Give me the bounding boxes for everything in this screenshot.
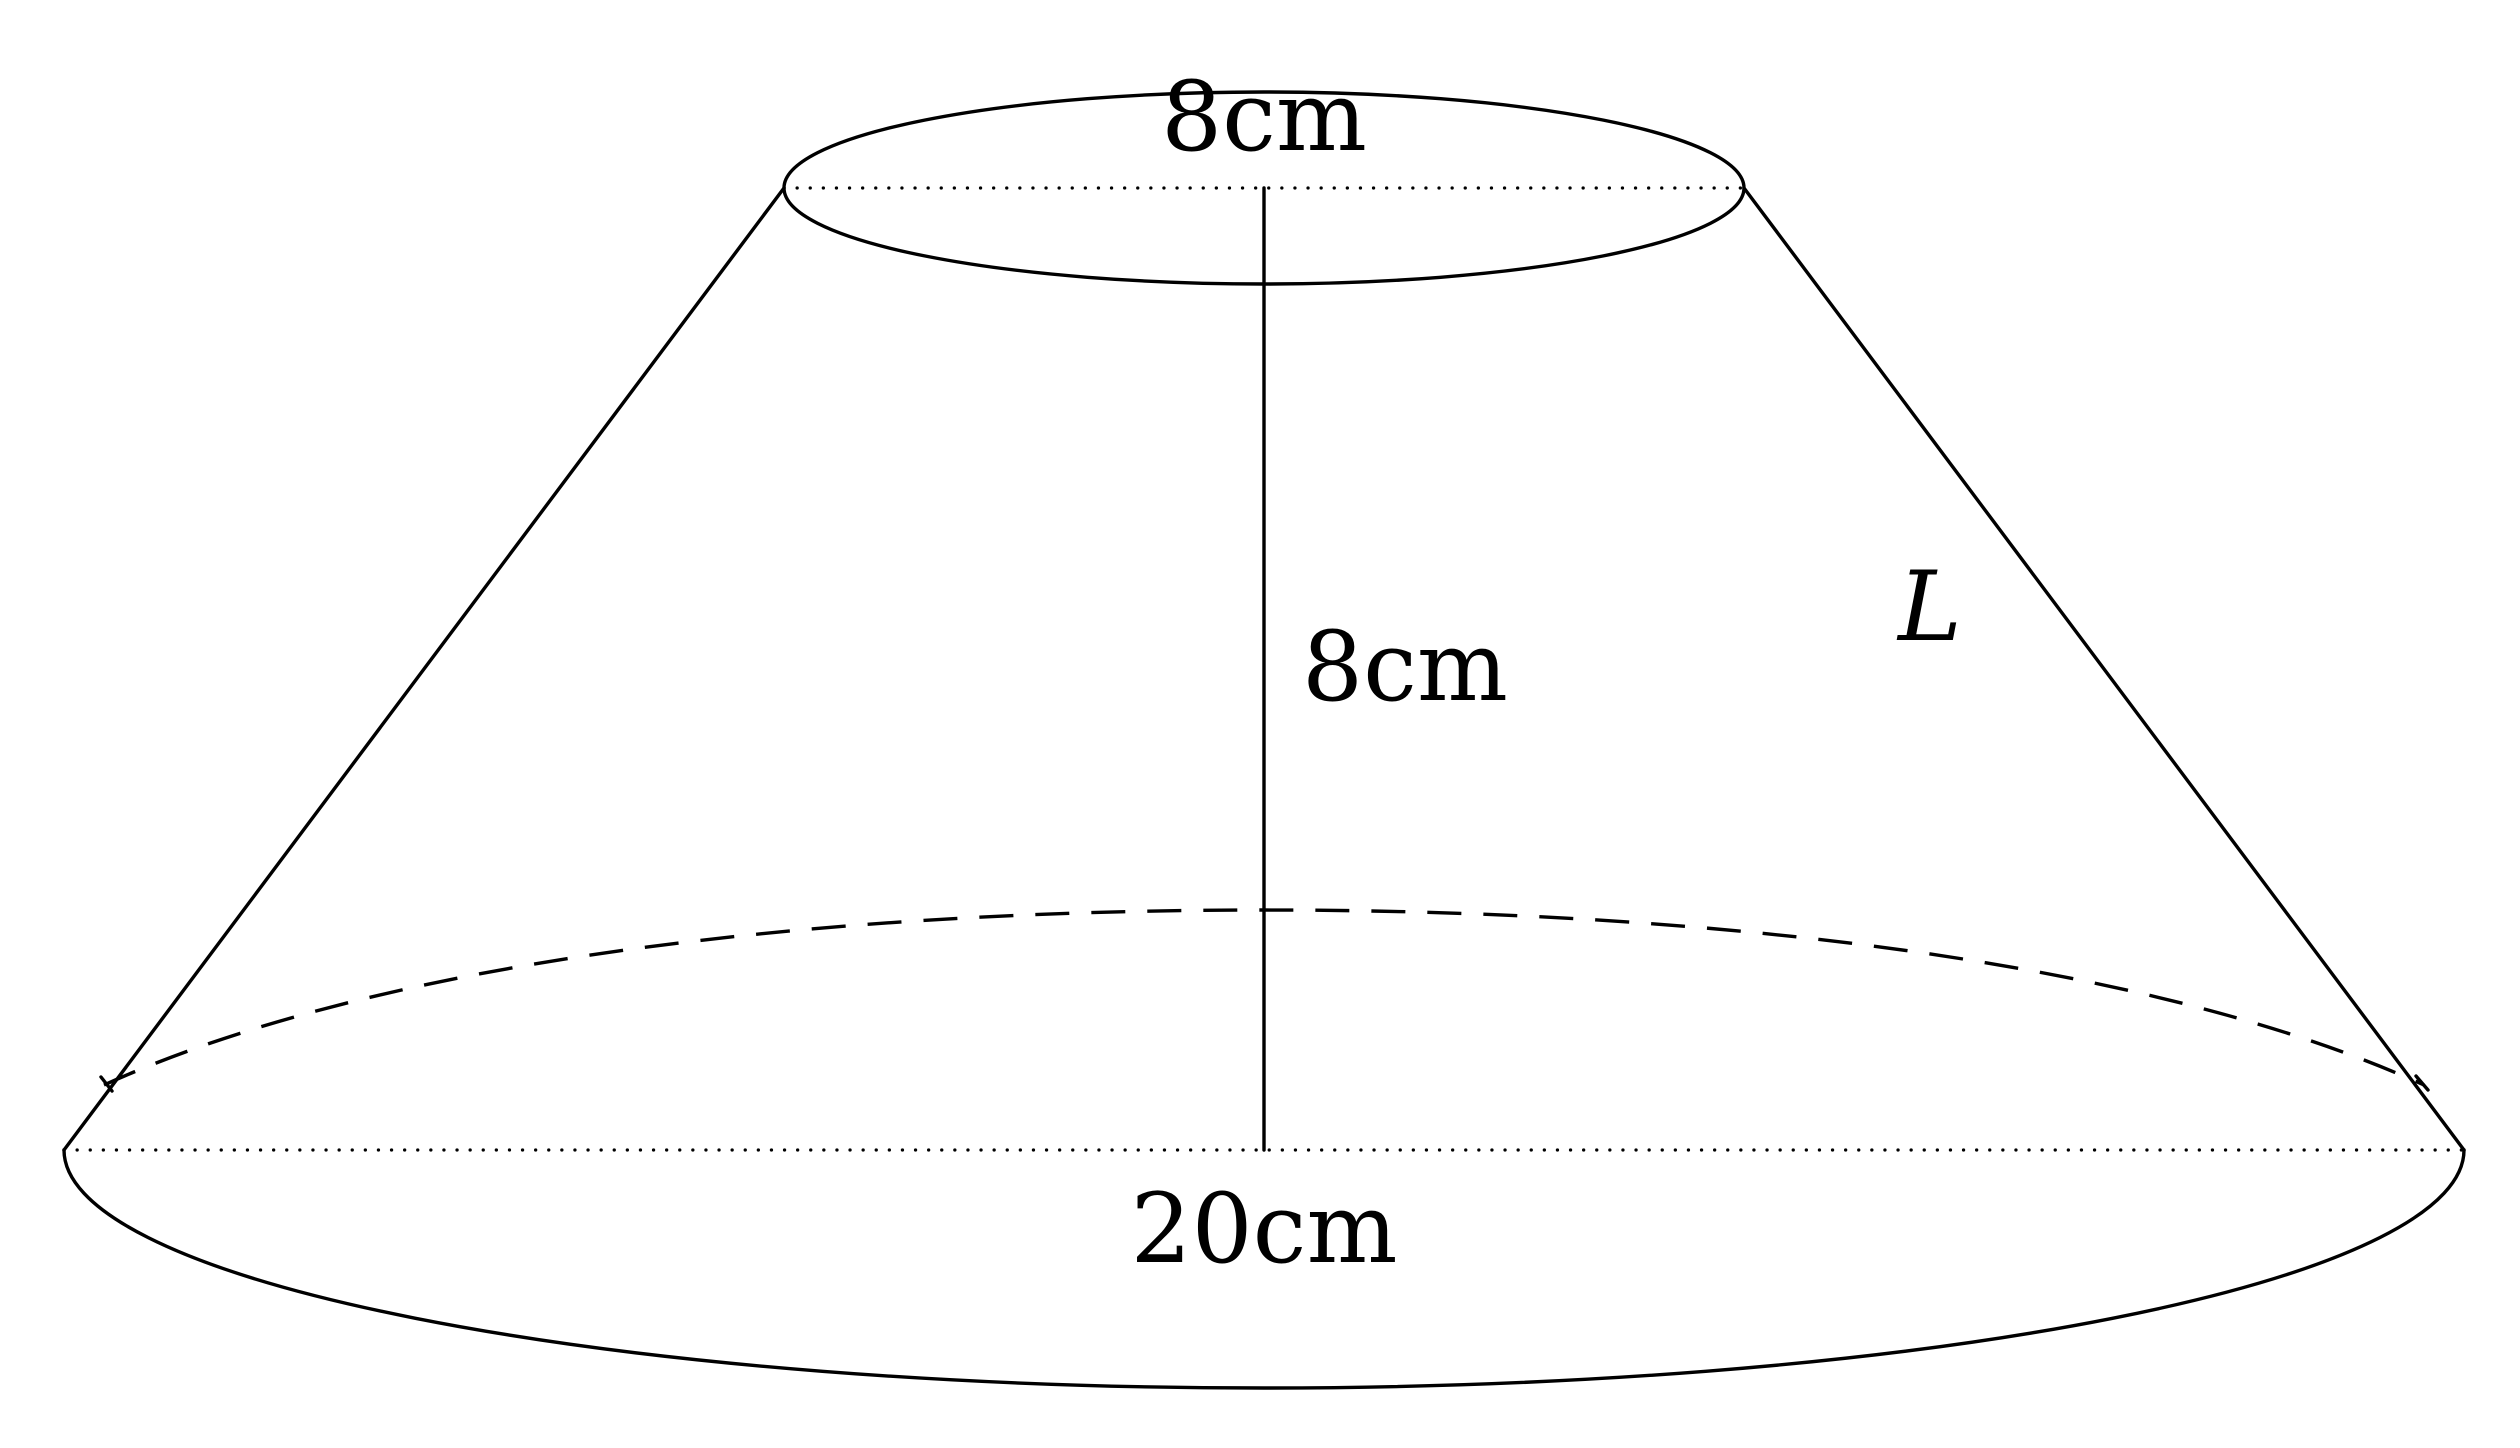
bottom-back-tick-right (2414, 1074, 2430, 1092)
left-slant-edge (62, 186, 786, 1152)
bottom-base-front-arc (62, 1148, 2466, 1390)
height-label: 8cm (1302, 611, 1508, 723)
bottom-back-tick-left (99, 1075, 114, 1093)
right-slant-edge (1742, 186, 2466, 1152)
slant-height-label: L (1896, 551, 1962, 663)
bottom-diameter-label: 20cm (1131, 1173, 1398, 1285)
top-diameter-label: 8cm (1161, 61, 1367, 173)
bottom-base-back-arc (103, 908, 2425, 1087)
